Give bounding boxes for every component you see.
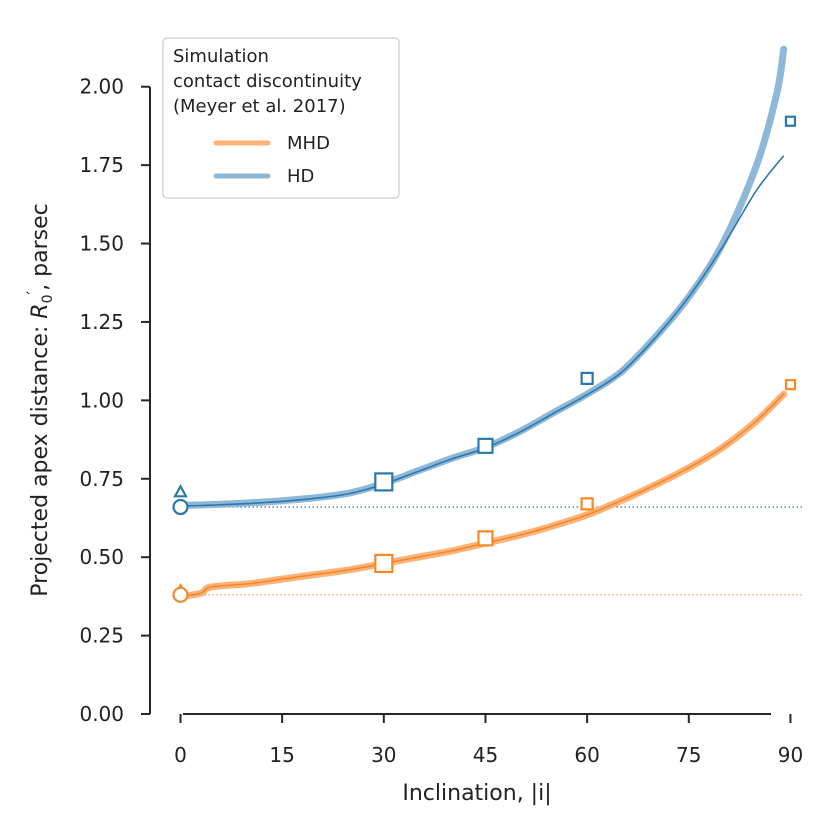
y-axis-title-sup: ′: [23, 291, 42, 295]
y-tick-label: 0.50: [79, 545, 124, 569]
data-markers: [172, 115, 797, 603]
series-line-mhd-model: [180, 393, 785, 598]
legend-label-hd: HD: [287, 166, 314, 187]
marker-square-hd: [374, 472, 394, 492]
y-axis-title-sub: 0: [40, 295, 56, 304]
y-tick-label: 1.75: [79, 153, 124, 177]
data-lines: [177, 45, 788, 600]
x-tick-label: 15: [269, 743, 294, 767]
marker-square-mhd: [784, 379, 797, 391]
legend-title-line-1: Simulation: [173, 46, 269, 67]
legend-box: [162, 37, 400, 199]
y-axis-title-unit: , parsec: [28, 203, 53, 291]
x-tick-label: 45: [473, 743, 498, 767]
marker-square-mhd: [477, 530, 494, 547]
y-tick-label: 1.25: [79, 310, 124, 334]
y-ticks: 0.00 0.25 0.50 0.75 1.00 1.25 1.50 1.75 2.00: [79, 75, 150, 726]
marker-square-mhd: [374, 553, 394, 574]
legend: Simulation contact discontinuity (Meyer …: [162, 37, 400, 199]
legend-label-mhd: MHD: [287, 133, 330, 154]
y-tick-label: 1.50: [79, 232, 124, 256]
x-tick-label: 75: [676, 743, 701, 767]
marker-square-mhd: [580, 497, 594, 511]
marker-circle-hd: [172, 498, 189, 516]
x-axis-title: Inclination, |i|: [402, 781, 551, 806]
marker-square-hd: [580, 371, 594, 386]
marker-circle-mhd: [172, 586, 189, 603]
y-tick-label: 0.25: [79, 624, 124, 648]
y-axis-title: Projected apex distance: R0′, parsec: [23, 203, 56, 596]
marker-square-hd: [784, 115, 797, 127]
y-axis-title-symbol: R: [28, 303, 53, 318]
x-tick-label: 0: [174, 743, 187, 767]
x-tick-label: 60: [574, 743, 599, 767]
y-tick-label: 0.00: [79, 702, 124, 726]
series-line-mhd: [177, 390, 788, 600]
marker-square-hd: [477, 437, 494, 454]
x-ticks: 0 15 30 45 60 75 90: [174, 714, 803, 767]
x-tick-label: 90: [778, 743, 803, 767]
marker-triangle-hd: [173, 484, 188, 498]
y-tick-label: 2.00: [79, 75, 124, 99]
y-axis-title-main: Projected apex distance:: [28, 319, 53, 597]
x-tick-label: 30: [371, 743, 396, 767]
legend-title-line-3: (Meyer et al. 2017): [173, 96, 346, 117]
y-tick-label: 1.00: [79, 388, 124, 412]
y-tick-label: 0.75: [79, 467, 124, 491]
legend-title-line-2: contact discontinuity: [173, 71, 362, 92]
